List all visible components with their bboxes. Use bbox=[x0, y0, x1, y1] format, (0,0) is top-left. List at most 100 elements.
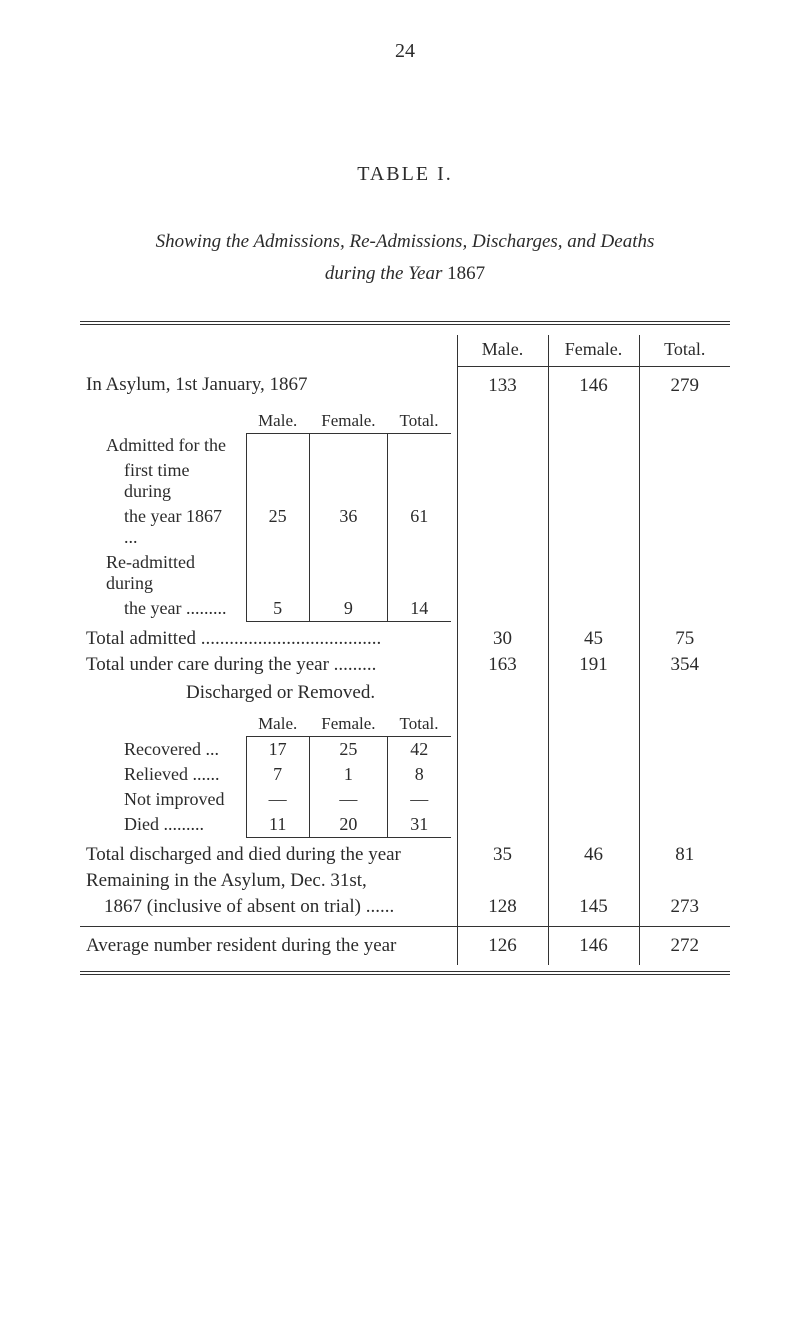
table-subtitle: Showing the Admissions, Re-Admissions, D… bbox=[80, 226, 730, 291]
readmitted-c2 bbox=[309, 550, 387, 596]
total-discharged-male: 35 bbox=[457, 842, 548, 868]
total-admitted-male: 30 bbox=[457, 626, 548, 652]
average-female: 146 bbox=[548, 927, 639, 965]
in-asylum-female: 146 bbox=[548, 366, 639, 405]
not-improved-male: — bbox=[246, 787, 309, 812]
inner-header-female: Female. bbox=[309, 409, 387, 434]
admitted-first-female: 36 bbox=[309, 504, 387, 550]
dh-t bbox=[639, 678, 730, 708]
d-inner-header-male: Male. bbox=[246, 712, 309, 737]
total-under-care-male: 163 bbox=[457, 652, 548, 678]
spacer-t bbox=[639, 405, 730, 627]
died-female: 20 bbox=[309, 812, 387, 838]
total-admitted-total: 75 bbox=[639, 626, 730, 652]
subtitle-line2-italic: during the Year bbox=[325, 263, 443, 284]
admitted-first-total: 61 bbox=[388, 504, 451, 550]
discharged-inner-cell: Male. Female. Total. Recovered ... 17 25… bbox=[80, 708, 457, 842]
died-label: Died ......... bbox=[106, 812, 246, 838]
table-title: TABLE I. bbox=[80, 163, 730, 186]
readmitted-l2: the year ......... bbox=[106, 596, 246, 622]
spacer-f bbox=[548, 405, 639, 627]
remaining-female: 145 bbox=[548, 894, 639, 920]
discharged-inner-table: Male. Female. Total. Recovered ... 17 25… bbox=[106, 712, 451, 838]
main-table: Male. Female. Total. In Asylum, 1st Janu… bbox=[80, 335, 730, 966]
readmitted-male: 5 bbox=[246, 596, 309, 622]
in-asylum-total: 279 bbox=[639, 366, 730, 405]
inner-empty-header bbox=[106, 409, 246, 434]
admitted-first-l2: first time during bbox=[106, 458, 246, 504]
admitted-c6 bbox=[388, 458, 451, 504]
inner-header-total: Total. bbox=[388, 409, 451, 434]
relieved-total: 8 bbox=[388, 762, 451, 787]
rem-sp-f bbox=[548, 868, 639, 894]
recovered-total: 42 bbox=[388, 737, 451, 763]
header-total: Total. bbox=[639, 335, 730, 367]
relieved-male: 7 bbox=[246, 762, 309, 787]
died-total: 31 bbox=[388, 812, 451, 838]
empty-header bbox=[80, 335, 457, 367]
in-asylum-male: 133 bbox=[457, 366, 548, 405]
recovered-male: 17 bbox=[246, 737, 309, 763]
readmitted-c1 bbox=[246, 550, 309, 596]
header-male: Male. bbox=[457, 335, 548, 367]
relieved-label: Relieved ...... bbox=[106, 762, 246, 787]
readmitted-c3 bbox=[388, 550, 451, 596]
subtitle-line1: Showing the Admissions, Re-Admissions, D… bbox=[156, 231, 655, 252]
in-asylum-label: In Asylum, 1st January, 1867 bbox=[80, 366, 457, 405]
recovered-female: 25 bbox=[309, 737, 387, 763]
inner-header-male: Male. bbox=[246, 409, 309, 434]
dh-m bbox=[457, 678, 548, 708]
total-under-care-total: 354 bbox=[639, 652, 730, 678]
not-improved-label: Not improved bbox=[106, 787, 246, 812]
rem-sp-m bbox=[457, 868, 548, 894]
average-male: 126 bbox=[457, 927, 548, 965]
average-total: 272 bbox=[639, 927, 730, 965]
total-admitted-female: 45 bbox=[548, 626, 639, 652]
discharged-heading: Discharged or Removed. bbox=[186, 682, 451, 704]
dh-f bbox=[548, 678, 639, 708]
d-spacer-t bbox=[639, 708, 730, 842]
admitted-c4 bbox=[246, 458, 309, 504]
readmitted-total: 14 bbox=[388, 596, 451, 622]
d-spacer-m bbox=[457, 708, 548, 842]
not-improved-total: — bbox=[388, 787, 451, 812]
remaining-total: 273 bbox=[639, 894, 730, 920]
admitted-first-l1: Admitted for the bbox=[106, 433, 246, 458]
total-discharged-female: 46 bbox=[548, 842, 639, 868]
d-spacer-f bbox=[548, 708, 639, 842]
total-under-care-label: Total under care during the year .......… bbox=[80, 652, 457, 678]
remaining-male: 128 bbox=[457, 894, 548, 920]
readmitted-l1: Re-admitted during bbox=[106, 550, 246, 596]
remaining-l2: 1867 (inclusive of absent on trial) ....… bbox=[80, 894, 457, 920]
top-double-rule bbox=[80, 321, 730, 325]
remaining-l1: Remaining in the Asylum, Dec. 31st, bbox=[80, 868, 457, 894]
d-inner-empty bbox=[106, 712, 246, 737]
d-inner-header-total: Total. bbox=[388, 712, 451, 737]
spacer-m bbox=[457, 405, 548, 627]
admitted-c1 bbox=[246, 433, 309, 458]
admissions-inner-table: Male. Female. Total. Admitted for the fi… bbox=[106, 409, 451, 623]
subtitle-line2-year: 1867 bbox=[442, 263, 485, 284]
admitted-c2 bbox=[309, 433, 387, 458]
total-discharged-total: 81 bbox=[639, 842, 730, 868]
relieved-female: 1 bbox=[309, 762, 387, 787]
not-improved-female: — bbox=[309, 787, 387, 812]
bottom-double-rule bbox=[80, 971, 730, 975]
average-label: Average number resident during the year bbox=[80, 927, 457, 965]
total-under-care-female: 191 bbox=[548, 652, 639, 678]
admitted-first-male: 25 bbox=[246, 504, 309, 550]
recovered-label: Recovered ... bbox=[106, 737, 246, 763]
admitted-first-l3: the year 1867 ... bbox=[106, 504, 246, 550]
d-inner-header-female: Female. bbox=[309, 712, 387, 737]
discharged-heading-cell: Discharged or Removed. bbox=[80, 678, 457, 708]
rem-sp-t bbox=[639, 868, 730, 894]
admissions-inner-cell: Male. Female. Total. Admitted for the fi… bbox=[80, 405, 457, 627]
readmitted-female: 9 bbox=[309, 596, 387, 622]
admitted-c3 bbox=[388, 433, 451, 458]
page-number: 24 bbox=[80, 40, 730, 63]
died-male: 11 bbox=[246, 812, 309, 838]
admitted-c5 bbox=[309, 458, 387, 504]
total-discharged-label: Total discharged and died during the yea… bbox=[80, 842, 457, 868]
total-admitted-label: Total admitted .........................… bbox=[80, 626, 457, 652]
header-female: Female. bbox=[548, 335, 639, 367]
